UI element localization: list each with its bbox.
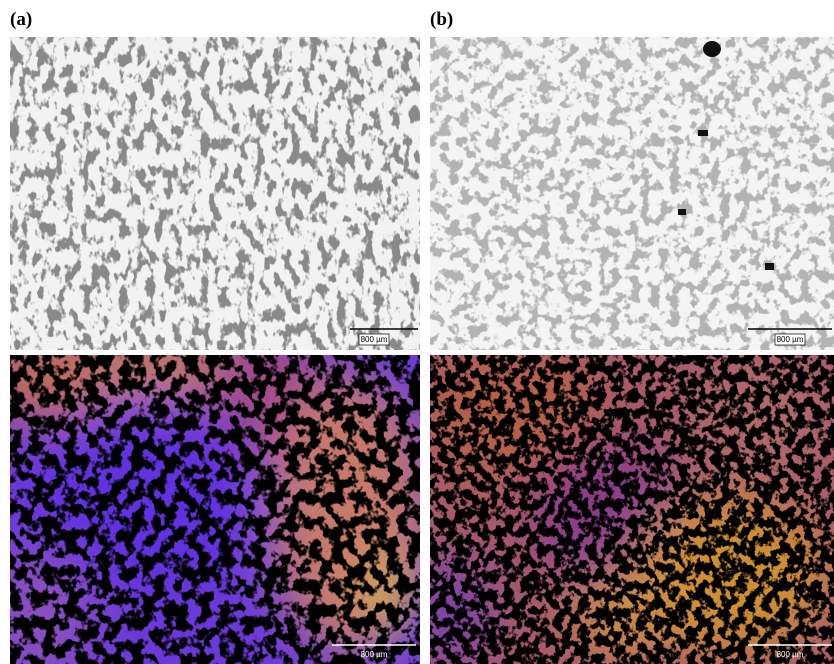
micrograph: 800 µm — [430, 37, 834, 350]
scale-label: 800 µm — [361, 650, 388, 659]
micrograph: 800 µm — [410, 345, 834, 664]
panel-label: (a) — [10, 9, 32, 30]
micrograph: 800 µm — [10, 37, 420, 350]
figure: (a) (b) 800 µm 800 µm — [0, 0, 834, 664]
scale-label: 800 µm — [777, 335, 804, 344]
scale-label: 800 µm — [777, 650, 804, 659]
page: (a) (b) 800 µm 800 µm — [0, 0, 834, 664]
micrograph: 800 µm — [0, 325, 430, 664]
panel-label: (b) — [430, 9, 453, 30]
scale-label: 800 µm — [361, 335, 388, 344]
